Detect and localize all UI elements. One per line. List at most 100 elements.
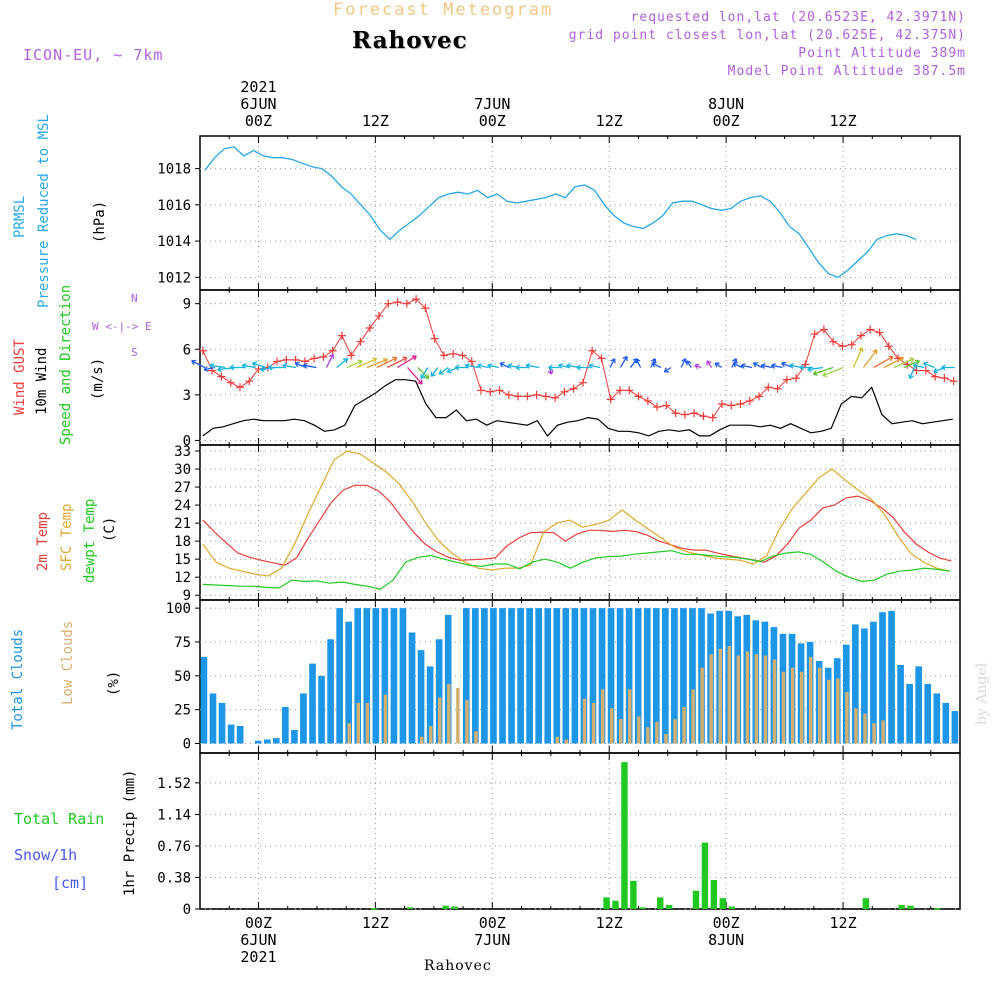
bottom-time-label: 00Z — [244, 914, 272, 932]
total-cloud-bar — [227, 724, 235, 744]
wind-arrow-head — [229, 364, 235, 371]
wind-arrow-head — [610, 358, 616, 364]
grid-coords: grid point closest lon,lat (20.625E, 42.… — [568, 28, 966, 43]
precip-bar — [630, 880, 637, 909]
bottom-location: Rahovec — [424, 958, 492, 974]
wind-arrow-head — [898, 356, 905, 362]
low-cloud-bar — [781, 671, 786, 744]
gust-marker — [449, 349, 458, 358]
low-cloud-bar — [465, 700, 469, 744]
low-cloud-bar — [818, 667, 822, 744]
total-cloud-bar — [571, 608, 579, 744]
total-cloud-bar — [236, 725, 244, 744]
panel-frame-precipitation — [199, 752, 961, 910]
gust-marker — [245, 377, 254, 386]
snow-unit: [cm] — [52, 874, 89, 892]
ytick-label-temperature: 33 — [174, 444, 191, 460]
wind-arrow — [417, 367, 430, 379]
total-cloud-bar — [544, 608, 552, 744]
ytick-label-wind: 9 — [183, 297, 191, 313]
bottom-time-label: 12Z — [829, 914, 857, 932]
gust-marker — [560, 387, 569, 396]
total-cloud-bar — [879, 612, 886, 744]
temp-2m-line — [202, 484, 952, 566]
gust-marker — [680, 410, 689, 419]
total-cloud-bar — [435, 639, 443, 744]
gust-marker — [402, 299, 411, 308]
low-cloud-bar — [356, 702, 361, 744]
gust-marker — [523, 392, 532, 401]
low-cloud-bar — [628, 689, 632, 744]
wind-arrow-head — [912, 363, 918, 369]
wind-arrow-head — [781, 361, 787, 368]
total-cloud-bar — [272, 738, 280, 744]
ytick-label-pressure: 1018 — [157, 162, 191, 178]
wind-arrow-head — [760, 363, 766, 369]
low-cloud-bar — [474, 731, 478, 744]
bottom-time-label: 7JUN — [474, 931, 511, 949]
gust-marker — [412, 295, 421, 304]
ytick-label-temperature: 21 — [174, 516, 191, 532]
low-cloud-bar — [808, 656, 813, 744]
gust-marker — [940, 374, 949, 383]
gust-marker — [310, 354, 319, 363]
gust-marker — [476, 386, 485, 395]
gust-marker — [690, 409, 699, 418]
total-cloud-bar — [562, 608, 570, 744]
wind-arrow-head — [464, 362, 470, 369]
wind-arrow — [903, 360, 920, 369]
ytick-label-precipitation: 0.76 — [157, 839, 191, 855]
wind-arrow — [619, 356, 628, 368]
total-cloud-bar — [607, 608, 615, 744]
wind-arrow-head — [438, 369, 444, 375]
gust-marker — [421, 304, 430, 313]
total-cloud-bar — [499, 608, 506, 744]
precip-bar — [621, 762, 628, 909]
wind-arrow-head — [799, 364, 804, 371]
gust-marker — [634, 392, 643, 401]
total-cloud-bar — [508, 608, 515, 744]
gust-marker — [337, 331, 346, 340]
total-cloud-bar — [282, 706, 289, 744]
gust-marker — [569, 384, 578, 393]
wind-arrow — [664, 366, 672, 373]
precip-bar — [657, 897, 664, 909]
wind-arrow-head — [402, 356, 408, 362]
wind-arrow — [923, 362, 935, 369]
gust-marker — [439, 351, 448, 360]
low-cloud-bar — [419, 736, 424, 744]
gust-marker — [866, 325, 875, 334]
wind-arrow — [366, 358, 388, 369]
wind-arrow — [893, 358, 915, 369]
low-cloud-bar — [718, 648, 722, 744]
wind-arrow-head — [908, 373, 914, 380]
gust-marker — [578, 378, 587, 387]
total-cloud-bar — [689, 608, 696, 744]
low-cloud-bar — [790, 667, 795, 744]
gust-marker — [653, 403, 662, 412]
ytick-label-temperature: 12 — [174, 570, 191, 586]
compass-we: W <-|-> E — [92, 320, 152, 333]
low-cloud-bar — [799, 671, 804, 744]
total-cloud-bar — [263, 739, 271, 744]
low-cloud-bar — [383, 694, 388, 744]
total-cloud-bar — [634, 608, 642, 744]
ytick-label-wind: 3 — [183, 388, 191, 404]
ytick-label-wind: 6 — [183, 342, 191, 358]
ytick-label-precipitation: 0.38 — [157, 870, 191, 886]
gust-line — [202, 298, 954, 419]
ytick-label-clouds: 75 — [174, 635, 191, 651]
ytick-label-pressure: 1016 — [157, 198, 191, 214]
wind-arrow — [499, 362, 510, 369]
chart-subtitle: Forecast Meteogram — [333, 0, 554, 20]
ytick-label-clouds: 100 — [166, 601, 191, 617]
total-cloud-bar — [291, 729, 298, 744]
gust-marker — [643, 396, 652, 405]
total-cloud-bar — [906, 683, 913, 744]
wind-arrow — [336, 358, 349, 369]
wind-arrow-head — [681, 358, 687, 364]
total-cloud-bar — [915, 666, 923, 744]
gust-marker — [273, 357, 282, 366]
gust-marker — [347, 351, 356, 360]
wind-arrow — [740, 364, 753, 369]
